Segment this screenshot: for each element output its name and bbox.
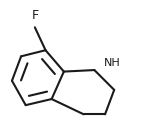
Text: NH: NH <box>104 58 120 68</box>
Text: F: F <box>31 9 38 22</box>
